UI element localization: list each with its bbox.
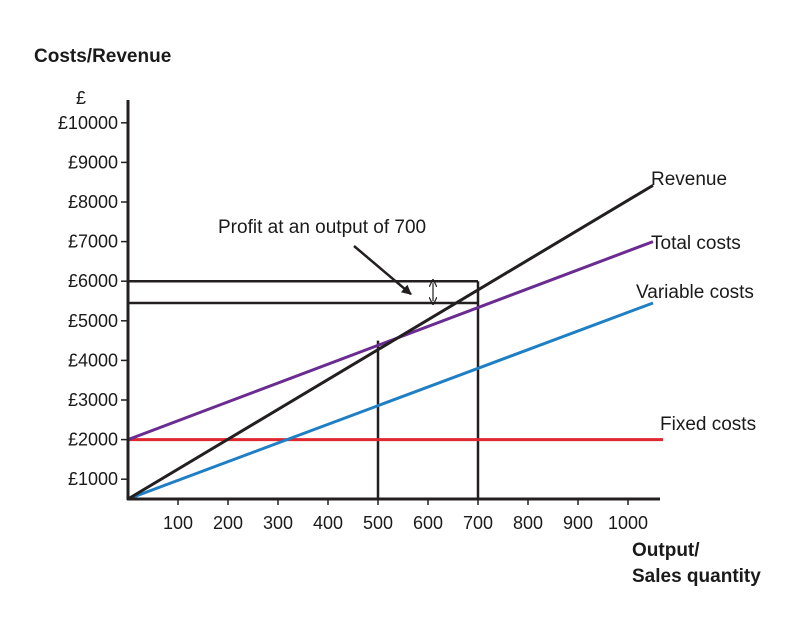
x-axis-ticks: 100 200 300 400 500 600 700 800 900 1000: [163, 499, 648, 533]
y-tick-label: £10000: [58, 113, 118, 133]
x-axis-title-line2: Sales quantity: [632, 566, 761, 587]
y-tick-label: £7000: [68, 232, 118, 252]
y-tick-label: £2000: [68, 430, 118, 450]
y-axis-ticks: £1000 £2000 £3000 £4000 £5000 £6000 £7000 £8000…: [58, 113, 128, 489]
x-tick-label: 600: [413, 513, 443, 533]
reference-lines: [128, 279, 480, 499]
x-tick-label: 200: [213, 513, 243, 533]
y-tick-label: £8000: [68, 192, 118, 212]
y-tick-label: £9000: [68, 152, 118, 172]
profit-annotation-arrow: [353, 245, 412, 296]
revenue-line: [127, 184, 654, 501]
x-tick-label: 300: [263, 513, 293, 533]
variable-costs-line: [127, 301, 654, 501]
y-axis-unit: £: [76, 88, 86, 108]
y-tick-label: £1000: [68, 469, 118, 489]
series-labels: Revenue Total costs Variable costs Fixed co…: [636, 169, 756, 435]
revenue-label: Revenue: [651, 169, 727, 190]
x-tick-label: 400: [313, 513, 343, 533]
x-axis-title-line1: Output/: [632, 540, 700, 561]
y-tick-label: £5000: [68, 311, 118, 331]
series-lines: [127, 184, 663, 501]
x-tick-label: 900: [563, 513, 593, 533]
fixed-costs-label: Fixed costs: [660, 414, 756, 435]
y-tick-label: £6000: [68, 271, 118, 291]
y-tick-label: £4000: [68, 350, 118, 370]
y-tick-label: £3000: [68, 390, 118, 410]
variable-costs-label: Variable costs: [636, 282, 754, 303]
y-axis-title: Costs/Revenue: [34, 46, 171, 67]
x-tick-label: 100: [163, 513, 193, 533]
x-tick-label: 500: [363, 513, 393, 533]
x-tick-label: 700: [463, 513, 493, 533]
profit-annotation: Profit at an output of 700: [218, 217, 433, 301]
total-costs-label: Total costs: [651, 233, 741, 254]
x-tick-label: 800: [513, 513, 543, 533]
profit-annotation-label: Profit at an output of 700: [218, 217, 426, 238]
x-tick-label: 1000: [608, 513, 648, 533]
